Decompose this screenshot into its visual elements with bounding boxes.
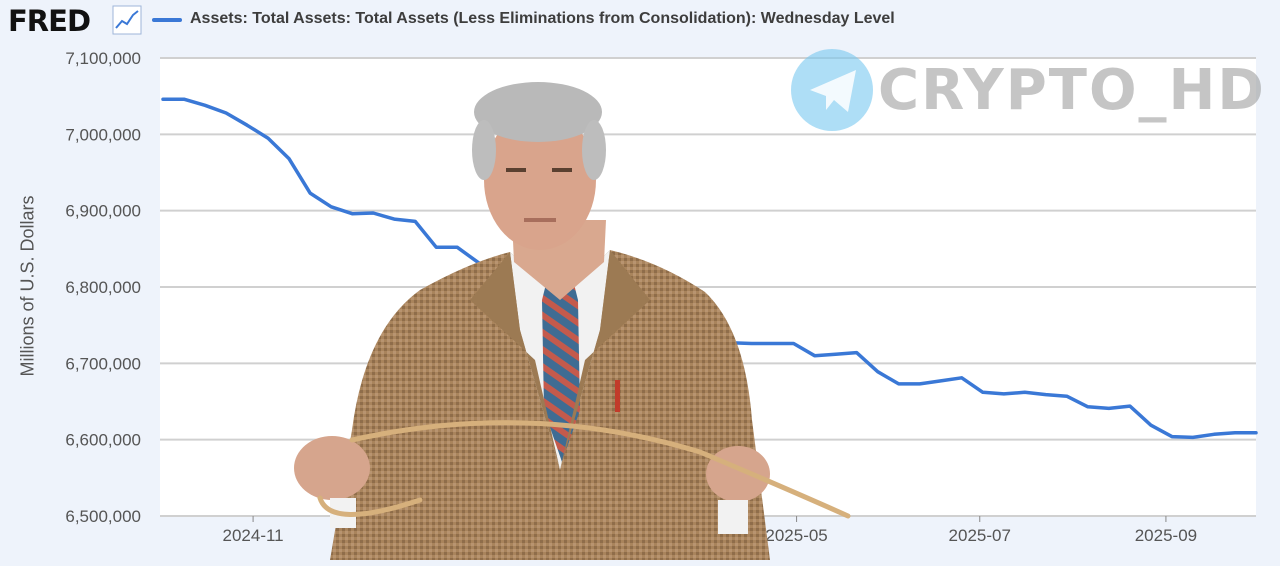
figure-person bbox=[294, 82, 851, 560]
y-tick-label: 7,000,000 bbox=[65, 125, 141, 144]
y-tick-label: 6,500,000 bbox=[65, 507, 141, 526]
y-tick-label: 6,900,000 bbox=[65, 202, 141, 221]
x-tick-label: 2024-11 bbox=[223, 526, 284, 545]
fred-logo[interactable]: FRED bbox=[8, 4, 91, 38]
series-title[interactable]: Assets: Total Assets: Total Assets (Less… bbox=[190, 10, 895, 27]
x-tick-label: 2025-05 bbox=[765, 526, 827, 545]
chart-header: FRED Assets: Total Assets: Total Assets … bbox=[0, 0, 1280, 40]
chart-trend-icon[interactable] bbox=[112, 5, 142, 35]
x-tick-label: 2025-09 bbox=[1135, 526, 1197, 545]
watermark-text: CRYPTO_HD bbox=[878, 58, 1266, 123]
x-tick-label: 2025-07 bbox=[949, 526, 1011, 545]
y-axis-ticks: 6,500,000 6,600,000 6,700,000 6,800,000 6,90… bbox=[65, 49, 141, 526]
y-tick-label: 6,700,000 bbox=[65, 354, 141, 373]
y-tick-label: 6,800,000 bbox=[65, 278, 141, 297]
legend-line-swatch bbox=[152, 18, 182, 22]
y-tick-label: 6,600,000 bbox=[65, 431, 141, 450]
y-tick-label: 7,100,000 bbox=[65, 49, 141, 68]
telegram-watermark bbox=[791, 49, 873, 131]
